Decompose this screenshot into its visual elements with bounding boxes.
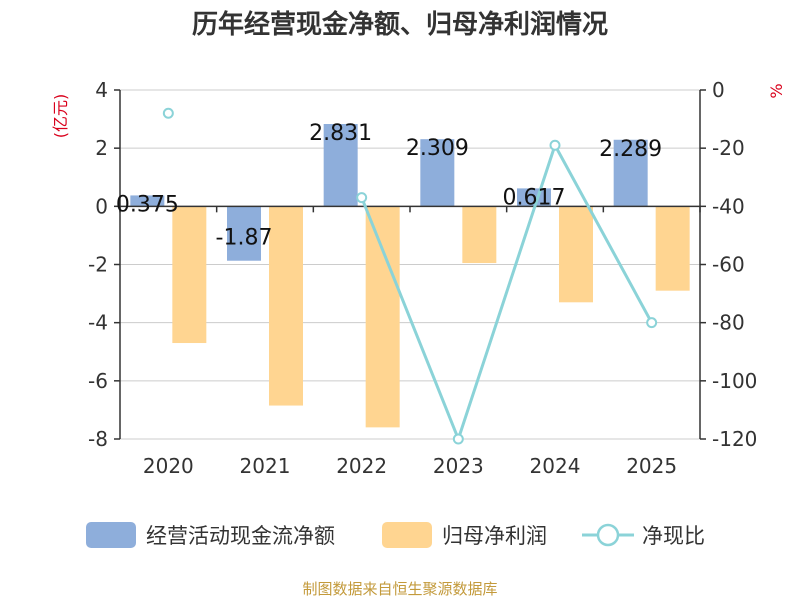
legend-swatch-cash-flow: [86, 522, 136, 548]
cash-ratio-point: [162, 107, 174, 119]
left-tick-label: -4: [88, 311, 108, 335]
left-axis-unit: (亿元): [51, 94, 70, 139]
left-tick-label: 4: [95, 78, 108, 102]
net-profit-bar: [365, 206, 400, 428]
cash-flow-bars: [130, 123, 648, 261]
cash-flow-bar: [420, 139, 455, 207]
source-watermark: 制图数据来自恒生聚源数据库: [302, 580, 498, 598]
right-tick-label: 0: [712, 78, 725, 102]
cash-flow-data-label: 2.309: [406, 136, 469, 161]
right-tick-label: -40: [712, 194, 745, 218]
x-tick-label: 2021: [240, 454, 291, 478]
cash-flow-data-label: 0.617: [503, 185, 566, 210]
left-tick-label: -2: [88, 253, 108, 277]
cash-flow-data-label: -1.87: [216, 226, 273, 251]
legend: 经营活动现金流净额 归母净利润 净现比: [86, 522, 705, 548]
net-profit-bar: [462, 206, 497, 264]
left-tick-label: 0: [95, 194, 108, 218]
cash-flow-data-label: 2.831: [309, 121, 372, 146]
chart-title: 历年经营现金净额、归母净利润情况: [191, 10, 608, 40]
cash-flow-bar: [323, 123, 358, 207]
left-tick-label: 2: [95, 136, 108, 160]
x-tick-label: 2024: [530, 454, 581, 478]
x-tick-label: 2025: [626, 454, 677, 478]
net-profit-bar: [172, 206, 207, 344]
legend-label: 净现比: [642, 524, 705, 548]
data-labels: 0.375 -1.87 2.831 2.309 0.617 2.289: [116, 121, 662, 251]
cash-flow-bar: [130, 195, 165, 207]
cash-ratio-point: [549, 139, 561, 151]
x-tick-label: 2020: [143, 454, 194, 478]
right-tick-label: -20: [712, 136, 745, 160]
right-tick-label: -100: [712, 369, 757, 393]
left-tick-label: -6: [88, 369, 108, 393]
cash-flow-bar: [613, 139, 648, 207]
cash-ratio-point: [646, 317, 658, 329]
net-profit-bar: [559, 206, 593, 303]
right-axis-unit: %: [767, 83, 786, 98]
legend-label: 归母净利润: [442, 524, 547, 548]
right-tick-label: -60: [712, 253, 745, 277]
right-tick-label: -80: [712, 311, 745, 335]
cash-flow-bar: [517, 188, 551, 207]
cash-ratio-segment: [360, 141, 653, 444]
net-profit-bar: [269, 206, 303, 406]
left-tick-label: -8: [88, 427, 108, 451]
cash-flow-data-label: 0.375: [116, 192, 179, 217]
cash-flow-bar: [227, 206, 261, 261]
cash-flow-data-label: 2.289: [599, 137, 662, 162]
legend-swatch-cash-ratio-marker: [596, 523, 620, 547]
cash-ratio-line: [162, 107, 658, 445]
net-profit-bars: [172, 206, 690, 428]
x-tick-label: 2023: [433, 454, 484, 478]
x-tick-label: 2022: [336, 454, 387, 478]
net-profit-bar: [655, 206, 690, 291]
right-tick-label: -120: [712, 427, 757, 451]
cash-ratio-point: [356, 192, 368, 204]
legend-swatch-net-profit: [382, 522, 432, 548]
legend-label: 经营活动现金流净额: [146, 524, 335, 548]
cash-ratio-point: [452, 433, 464, 445]
